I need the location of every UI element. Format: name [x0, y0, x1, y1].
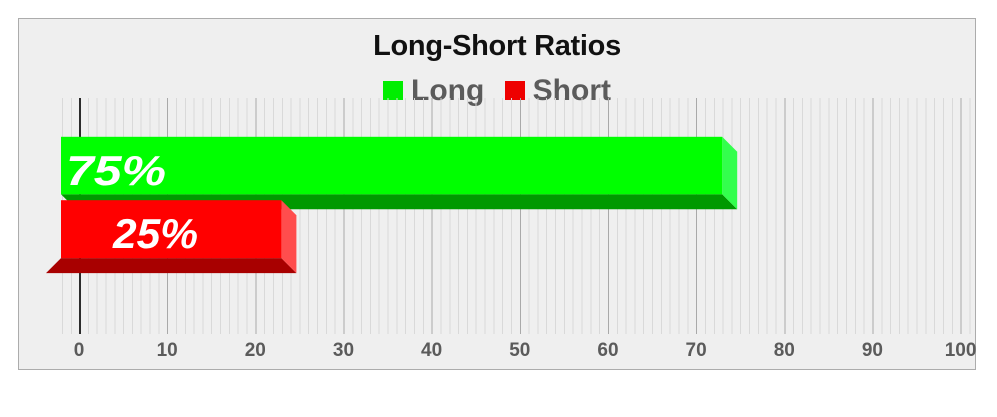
svg-text:25%: 25% [112, 210, 198, 257]
svg-text:75%: 75% [66, 147, 166, 194]
